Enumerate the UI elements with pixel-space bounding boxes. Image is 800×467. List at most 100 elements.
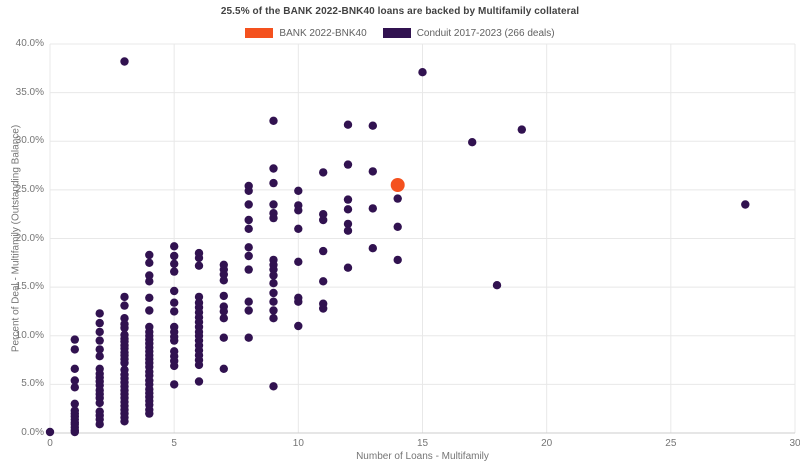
conduit-data-point[interactable] [269,271,278,280]
conduit-data-point[interactable] [95,327,104,337]
conduit-data-point[interactable] [70,399,79,408]
conduit-data-point[interactable] [95,318,104,328]
conduit-data-point[interactable] [294,224,303,233]
conduit-data-point[interactable] [95,398,104,408]
conduit-data-point[interactable] [244,215,253,225]
conduit-data-point[interactable] [319,304,328,313]
conduit-data-point[interactable] [170,251,179,261]
conduit-data-point[interactable] [95,345,104,354]
conduit-data-point[interactable] [269,213,278,223]
conduit-data-point[interactable] [170,267,179,276]
conduit-data-point[interactable] [393,255,402,265]
conduit-data-point[interactable] [70,345,79,354]
conduit-data-point[interactable] [269,164,278,173]
conduit-data-point[interactable] [244,306,253,315]
conduit-data-point[interactable] [269,314,278,323]
conduit-data-point[interactable] [319,215,328,225]
conduit-data-point[interactable] [244,251,253,261]
conduit-data-point[interactable] [294,186,303,195]
conduit-data-point[interactable] [194,377,204,386]
conduit-data-point[interactable] [219,364,228,373]
conduit-data-point[interactable] [517,125,526,134]
conduit-data-point[interactable] [319,246,328,256]
conduit-data-point[interactable] [294,257,303,266]
conduit-data-point[interactable] [319,277,328,286]
conduit-data-point[interactable] [343,160,353,169]
conduit-data-point[interactable] [269,288,278,298]
conduit-data-point[interactable] [145,306,154,315]
conduit-data-point[interactable] [343,263,353,272]
conduit-data-point[interactable] [70,364,79,373]
conduit-data-point[interactable] [70,427,79,437]
conduit-data-point[interactable] [393,222,402,231]
conduit-data-point[interactable] [269,306,278,315]
conduit-data-point[interactable] [269,116,278,126]
conduit-data-point[interactable] [170,298,179,307]
conduit-data-point[interactable] [368,244,377,253]
conduit-data-point[interactable] [244,243,253,252]
conduit-data-point[interactable] [368,121,377,130]
conduit-data-point[interactable] [294,206,303,215]
conduit-data-point[interactable] [170,286,179,296]
conduit-data-point[interactable] [145,271,154,280]
conduit-data-point[interactable] [269,265,278,274]
conduit-data-point[interactable] [294,297,303,306]
conduit-data-point[interactable] [244,333,253,342]
bank-data-point[interactable] [390,178,405,192]
conduit-data-point[interactable] [343,205,353,214]
conduit-data-point[interactable] [244,224,253,233]
conduit-data-point[interactable] [120,323,129,333]
conduit-data-point[interactable] [244,186,253,195]
conduit-data-point[interactable] [145,409,154,418]
conduit-data-point[interactable] [269,200,278,209]
conduit-data-point[interactable] [418,68,427,77]
conduit-data-point[interactable] [170,242,179,251]
conduit-data-point[interactable] [244,265,253,274]
conduit-data-point[interactable] [120,57,129,66]
conduit-data-point[interactable] [95,309,104,318]
conduit-data-point[interactable] [343,195,353,204]
conduit-data-point[interactable] [492,281,502,290]
conduit-data-point[interactable] [170,307,179,316]
conduit-data-point[interactable] [70,376,79,385]
conduit-data-point[interactable] [219,307,228,316]
conduit-data-point[interactable] [145,258,154,267]
conduit-data-point[interactable] [95,336,104,345]
conduit-data-point[interactable] [70,383,79,392]
conduit-data-point[interactable] [170,259,179,268]
conduit-data-point[interactable] [269,297,278,306]
conduit-data-point[interactable] [319,168,328,177]
plot-area[interactable] [45,43,796,437]
conduit-data-point[interactable] [219,276,228,285]
conduit-data-point[interactable] [294,321,303,331]
conduit-data-point[interactable] [269,382,278,391]
conduit-data-point[interactable] [120,314,129,323]
conduit-data-point[interactable] [319,210,328,219]
conduit-data-point[interactable] [45,427,55,437]
conduit-data-point[interactable] [269,178,278,188]
conduit-data-point[interactable] [170,336,179,345]
conduit-data-point[interactable] [343,219,353,229]
conduit-data-point[interactable] [368,167,377,176]
conduit-data-point[interactable] [219,333,228,342]
conduit-data-point[interactable] [219,270,228,279]
conduit-data-point[interactable] [244,297,253,306]
conduit-data-point[interactable] [194,253,204,263]
conduit-data-point[interactable] [194,360,204,370]
conduit-data-point[interactable] [194,261,204,270]
conduit-data-point[interactable] [120,358,129,368]
conduit-data-point[interactable] [170,380,179,389]
conduit-data-point[interactable] [244,200,253,209]
conduit-data-point[interactable] [393,194,402,203]
conduit-data-point[interactable] [343,226,353,235]
conduit-data-point[interactable] [219,314,228,323]
conduit-data-point[interactable] [95,352,104,361]
conduit-data-point[interactable] [269,279,278,288]
conduit-data-point[interactable] [741,200,750,209]
conduit-data-point[interactable] [368,204,377,213]
conduit-data-point[interactable] [194,292,204,302]
conduit-data-point[interactable] [170,361,179,371]
conduit-data-point[interactable] [95,420,104,429]
conduit-data-point[interactable] [120,417,129,426]
conduit-data-point[interactable] [468,138,477,147]
